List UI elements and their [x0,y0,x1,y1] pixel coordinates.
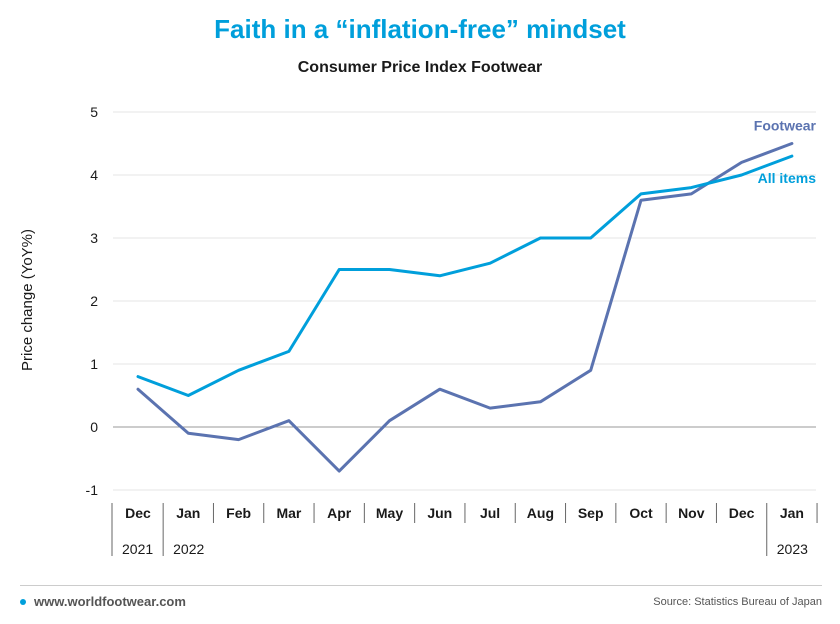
x-tick-label: Aug [527,505,554,521]
x-tick-label: Jan [176,505,200,521]
x-tick-label: Feb [226,505,251,521]
footer-website: www.worldfootwear.com [20,594,186,609]
y-tick-label: 5 [90,104,98,120]
x-axis: Dec Jan Feb Mar Apr May Jun Jul Aug Sep Oct Nov Dec J… [111,503,818,557]
x-tick-label: Jul [480,505,500,521]
line-chart: -1 0 1 2 3 4 5 Price change (YoY%) Dec Jan Feb Ma… [19,104,818,557]
x-tick-label: Mar [276,505,301,521]
y-tick-label: 0 [90,419,98,435]
y-axis-label: Price change (YoY%) [19,229,36,371]
x-tick-label: Dec [729,505,755,521]
series-line-all-items [136,154,794,397]
footer-source: Source: Statistics Bureau of Japan [653,596,822,608]
chart-subtitle: Consumer Price Index Footwear [297,59,543,76]
series-label-footwear: Footwear [754,118,817,134]
x-tick-label: Apr [327,505,352,521]
year-label: 2021 [122,541,153,557]
y-tick-label: 3 [90,230,98,246]
y-tick-label: 1 [90,356,98,372]
bullet-icon [20,598,26,605]
y-tick-label: -1 [86,482,99,498]
x-tick-label: Dec [125,505,151,521]
series-lines [136,142,794,473]
chart-title: Faith in a “inflation-free” mindset [214,14,626,44]
x-tick-label: Jan [780,505,804,521]
y-tick-labels: -1 0 1 2 3 4 5 [86,104,99,498]
series-line-footwear [136,142,794,473]
x-tick-label: Sep [578,505,604,521]
x-tick-label: Jun [427,505,452,521]
y-tick-label: 4 [90,167,98,183]
year-label: 2022 [173,541,204,557]
series-labels: Footwear All items [754,118,817,187]
x-tick-label: Nov [678,505,705,521]
website-text: www.worldfootwear.com [34,594,186,609]
x-tick-label: Oct [629,505,653,521]
footer-divider [20,585,822,586]
year-label: 2023 [777,541,808,557]
x-tick-label: May [376,505,403,521]
y-tick-label: 2 [90,293,98,309]
series-label-all-items: All items [758,170,817,186]
gridlines [113,111,816,491]
